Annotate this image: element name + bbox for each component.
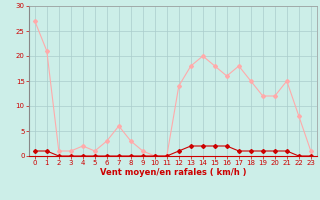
X-axis label: Vent moyen/en rafales ( km/h ): Vent moyen/en rafales ( km/h )	[100, 168, 246, 177]
